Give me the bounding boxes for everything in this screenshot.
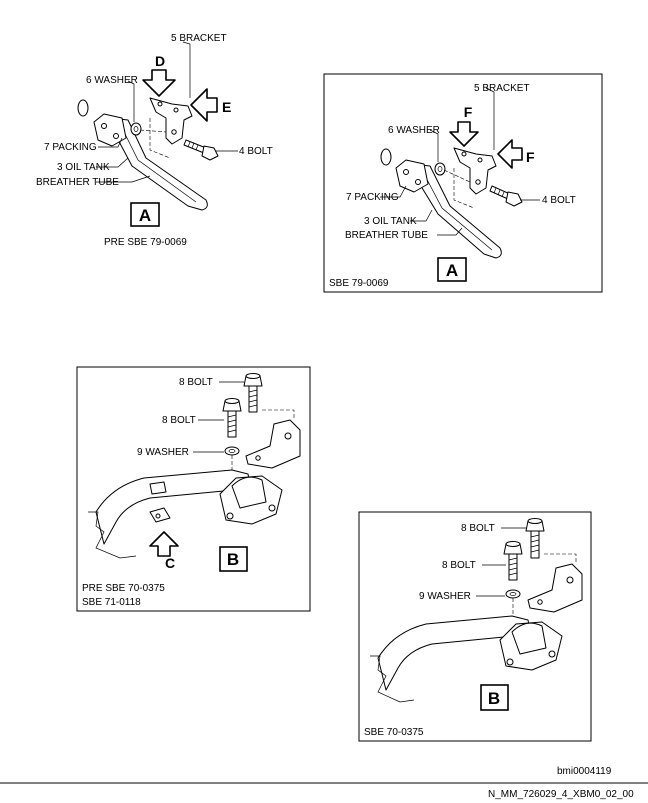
caption-b-post: SBE 70-0375 [364, 727, 424, 738]
bracket [245, 419, 301, 469]
label-tube-line2: BREATHER TUBE [345, 230, 428, 241]
view-letter-box-b-post [480, 684, 509, 711]
washer [224, 446, 240, 456]
bolt-upper [243, 373, 263, 413]
view-letter-a-post: A [446, 261, 458, 280]
bolt-lower [222, 398, 242, 438]
label-washer: 6 WASHER [86, 75, 138, 86]
view-direction-arrow-f-side [497, 139, 523, 169]
view-direction-arrow-d [142, 69, 176, 97]
document-id: N_MM_726029_4_XBM0_02_00 [488, 789, 634, 800]
bolt-upper [525, 518, 545, 559]
label-washer: 6 WASHER [388, 125, 440, 136]
caption-a-post: SBE 79-0069 [329, 278, 389, 289]
label-bolt-lower: 8 BOLT [162, 415, 196, 426]
view-letter-b-post: B [488, 689, 500, 708]
bracket [149, 97, 193, 145]
packing-ring [380, 148, 392, 166]
label-bolt-upper: 8 BOLT [179, 377, 213, 388]
tube-flange [93, 113, 127, 147]
arrow-label-c: C [165, 555, 175, 571]
tube-flange [395, 159, 429, 193]
label-packing: 7 PACKING [44, 142, 97, 153]
view-a-pre: 5 BRACKET D 6 WASHER E 7 PACKING 4 BOLT … [36, 33, 273, 248]
tube-clip [149, 481, 167, 495]
panel-frame-a-post [323, 73, 603, 293]
bolt [489, 185, 523, 207]
bolt [183, 139, 219, 161]
packing-ring [77, 99, 89, 117]
view-b-pre: 8 BOLT 8 BOLT 9 WASHER C B PRE SBE 70-03… [76, 366, 311, 612]
label-bracket: 5 BRACKET [474, 83, 530, 94]
arrow-label-f-top: F [464, 104, 473, 120]
washer [505, 589, 521, 599]
arrow-label-e: E [222, 99, 231, 115]
view-direction-arrow-e [190, 88, 218, 122]
view-letter-box-b-pre [219, 546, 248, 572]
view-letter-box-a-post [437, 257, 467, 282]
washer [130, 122, 142, 136]
label-tube-line1: 3 OIL TANK [364, 216, 417, 227]
figure-id: bmi0004119 [557, 766, 612, 777]
washer [434, 162, 446, 176]
label-washer: 9 WASHER [137, 447, 189, 458]
view-letter-b-pre: B [227, 550, 239, 569]
bracket [527, 563, 583, 613]
label-bolt: 4 BOLT [542, 195, 576, 206]
label-bracket: 5 BRACKET [171, 33, 227, 44]
view-a-post: 5 BRACKET F 6 WASHER F 7 PACKING 4 BOLT … [323, 73, 603, 293]
label-tube-line1: 3 OIL TANK [57, 162, 110, 173]
bolt-lower [503, 541, 523, 581]
view-direction-arrow-c [149, 531, 179, 557]
view-letter-box-a-pre [130, 202, 160, 227]
label-tube-line2: BREATHER TUBE [36, 177, 119, 188]
label-bolt-lower: 8 BOLT [442, 560, 476, 571]
caption-a-pre: PRE SBE 79-0069 [104, 237, 187, 248]
view-letter-a-pre: A [139, 206, 151, 225]
label-bolt: 4 BOLT [239, 146, 273, 157]
bracket [453, 147, 497, 195]
label-washer: 9 WASHER [419, 591, 471, 602]
view-b-post: 8 BOLT 8 BOLT 9 WASHER B SBE 70-0375 [358, 511, 592, 742]
panel-frame-b-pre [76, 366, 311, 612]
caption-b-pre-line1: PRE SBE 70-0375 [82, 583, 165, 594]
oil-tank-breather-tube [401, 163, 502, 259]
arrow-label-d: D [155, 53, 165, 69]
label-bolt-upper: 8 BOLT [461, 523, 495, 534]
label-packing: 7 PACKING [346, 192, 399, 203]
caption-b-pre-line2: SBE 71-0118 [82, 597, 141, 608]
panel-frame-b-post [358, 511, 592, 742]
oil-tank-breather-tube [99, 117, 208, 211]
housing-edge [88, 511, 137, 559]
housing-edge [370, 655, 415, 703]
arrow-label-f-side: F [526, 149, 535, 165]
view-direction-arrow-f-top [449, 121, 479, 147]
